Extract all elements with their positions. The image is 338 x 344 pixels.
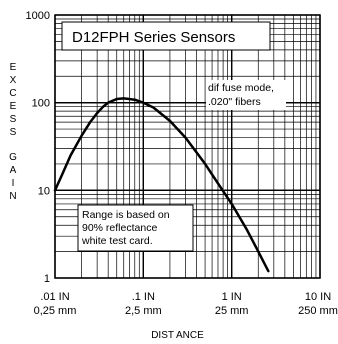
x-tick-label-mm: 250 mm <box>298 305 338 317</box>
y-axis-title-letter: X <box>10 75 17 86</box>
chart-title: D12FPH Series Sensors <box>72 29 235 46</box>
y-axis-title-letter: N <box>9 191 16 202</box>
y-axis-title-letter: E <box>10 101 17 112</box>
x-tick-label-in: .01 IN <box>40 291 69 303</box>
annotation-box-range <box>77 204 194 252</box>
x-tick-labels: .01 IN 0,25 mm .1 IN 2,5 mm 1 IN 25 mm 10 IN 25… <box>34 291 338 317</box>
annotation-range-line-1: Range is based on <box>82 209 170 221</box>
excess-gain-curve <box>53 97 270 273</box>
y-axis-title-letter: A <box>10 165 17 176</box>
y-tick-label: 1000 <box>26 10 50 22</box>
plot-frame <box>54 14 321 279</box>
x-tick-label-mm: 2,5 mm <box>125 305 162 317</box>
annotation-fiber-line-1: dif fuse mode, <box>208 82 274 94</box>
y-axis-title-letter: S <box>10 127 17 138</box>
y-tick-label: 100 <box>32 98 50 110</box>
y-axis-title-letter: S <box>10 114 17 125</box>
x-tick-label-in: 10 IN <box>305 291 331 303</box>
x-axis-title: DIST ANCE <box>151 330 204 341</box>
x-tick-label-in: 1 IN <box>222 291 242 303</box>
annotation-range-line-3: white test card. <box>81 235 153 247</box>
x-tick-label-mm: 25 mm <box>215 305 249 317</box>
y-tick-label: 10 <box>38 185 50 197</box>
y-axis-title-letter: C <box>9 88 16 99</box>
x-tick-label-in: .1 IN <box>132 291 155 303</box>
y-axis-title-letter: E <box>10 62 17 73</box>
y-tick-labels: 1000 100 10 1 <box>26 10 50 285</box>
annotation-fiber-line-2: .020" fibers <box>208 96 261 108</box>
y-axis-title-letter: G <box>9 152 17 163</box>
annotation-range-line-2: 90% reflectance <box>82 222 157 234</box>
x-tick-label-mm: 0,25 mm <box>34 305 77 317</box>
y-tick-label: 1 <box>44 273 50 285</box>
y-axis-title-letter: I <box>12 178 15 189</box>
chart-title-box <box>61 21 271 51</box>
annotation-box-fiber <box>206 80 286 110</box>
